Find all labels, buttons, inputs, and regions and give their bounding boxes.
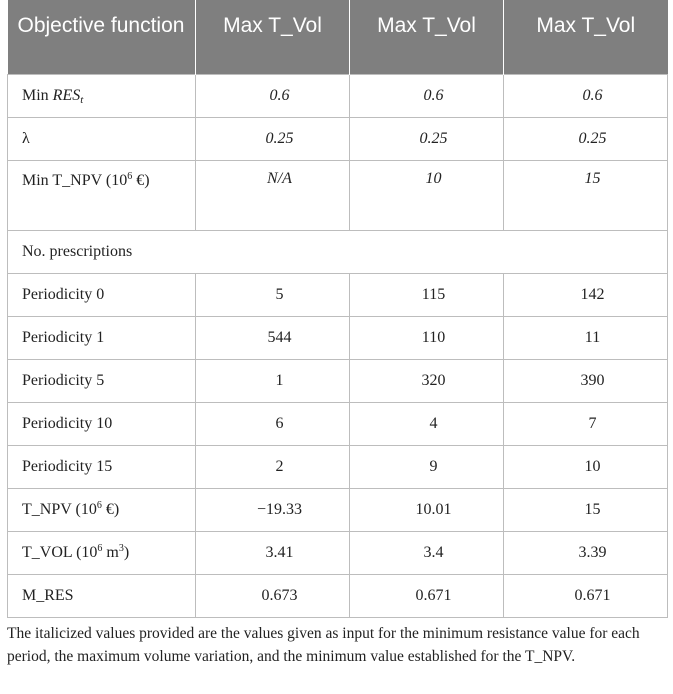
- cell-min-tnpv-2: 10: [349, 160, 504, 231]
- cell-min-res-1: 0.6: [195, 74, 350, 118]
- row-min-tnpv: Min T_NPV (106 €) N/A 10 15: [7, 160, 668, 231]
- cell-p0-2: 115: [349, 273, 504, 317]
- row-no-prescriptions: No. prescriptions: [7, 230, 668, 274]
- cell-p1-1: 544: [195, 316, 350, 360]
- cell-p0-1: 5: [195, 273, 350, 317]
- cell-lambda-3: 0.25: [503, 117, 668, 161]
- row-label-mres: M_RES: [7, 574, 196, 618]
- cell-min-tnpv-3: 15: [503, 160, 668, 231]
- row-periodicity-0: Periodicity 0 5 115 142: [7, 273, 668, 317]
- cell-mres-2: 0.671: [349, 574, 504, 618]
- row-label-min-res: Min RESt: [7, 74, 196, 118]
- cell-tvol-2: 3.4: [349, 531, 504, 575]
- row-label-lambda: λ: [7, 117, 196, 161]
- header-objective-function: Objective function: [7, 0, 196, 75]
- cell-p10-1: 6: [195, 402, 350, 446]
- results-table-container: Objective function Max T_Vol Max T_Vol M…: [7, 0, 668, 618]
- table-footnote: The italicized values provided are the v…: [7, 625, 640, 665]
- cell-mres-1: 0.673: [195, 574, 350, 618]
- cell-tnpv-1: −19.33: [195, 488, 350, 532]
- header-max-tvol-3: Max T_Vol: [503, 0, 668, 75]
- cell-p10-3: 7: [503, 402, 668, 446]
- cell-tvol-1: 3.41: [195, 531, 350, 575]
- row-periodicity-10: Periodicity 10 6 4 7: [7, 402, 668, 446]
- cell-min-tnpv-1: N/A: [195, 160, 350, 231]
- row-periodicity-15: Periodicity 15 2 9 10: [7, 445, 668, 489]
- row-label-tnpv: T_NPV (106 €): [7, 488, 196, 532]
- row-label-periodicity-5: Periodicity 5: [7, 359, 196, 403]
- cell-mres-3: 0.671: [503, 574, 668, 618]
- results-table: Objective function Max T_Vol Max T_Vol M…: [7, 0, 668, 618]
- cell-p15-2: 9: [349, 445, 504, 489]
- row-label-min-tnpv: Min T_NPV (106 €): [7, 160, 196, 231]
- row-tvol: T_VOL (106 m3) 3.41 3.4 3.39: [7, 531, 668, 575]
- row-label-no-prescriptions: No. prescriptions: [7, 230, 668, 274]
- cell-p0-3: 142: [503, 273, 668, 317]
- row-periodicity-1: Periodicity 1 544 110 11: [7, 316, 668, 360]
- row-label-tvol: T_VOL (106 m3): [7, 531, 196, 575]
- row-label-periodicity-1: Periodicity 1: [7, 316, 196, 360]
- cell-p5-1: 1: [195, 359, 350, 403]
- cell-min-res-2: 0.6: [349, 74, 504, 118]
- cell-p1-2: 110: [349, 316, 504, 360]
- header-max-tvol-1: Max T_Vol: [195, 0, 350, 75]
- row-periodicity-5: Periodicity 5 1 320 390: [7, 359, 668, 403]
- cell-tnpv-3: 15: [503, 488, 668, 532]
- row-label-periodicity-15: Periodicity 15: [7, 445, 196, 489]
- header-max-tvol-2: Max T_Vol: [349, 0, 504, 75]
- cell-p10-2: 4: [349, 402, 504, 446]
- cell-p5-3: 390: [503, 359, 668, 403]
- cell-p15-3: 10: [503, 445, 668, 489]
- row-tnpv: T_NPV (106 €) −19.33 10.01 15: [7, 488, 668, 532]
- cell-p1-3: 11: [503, 316, 668, 360]
- row-mres: M_RES 0.673 0.671 0.671: [7, 574, 668, 618]
- cell-lambda-1: 0.25: [195, 117, 350, 161]
- cell-tvol-3: 3.39: [503, 531, 668, 575]
- row-lambda: λ 0.25 0.25 0.25: [7, 117, 668, 161]
- cell-p15-1: 2: [195, 445, 350, 489]
- row-min-res: Min RESt 0.6 0.6 0.6: [7, 74, 668, 118]
- cell-lambda-2: 0.25: [349, 117, 504, 161]
- row-label-periodicity-0: Periodicity 0: [7, 273, 196, 317]
- cell-min-res-3: 0.6: [503, 74, 668, 118]
- header-row: Objective function Max T_Vol Max T_Vol M…: [7, 0, 668, 75]
- row-label-periodicity-10: Periodicity 10: [7, 402, 196, 446]
- cell-p5-2: 320: [349, 359, 504, 403]
- cell-tnpv-2: 10.01: [349, 488, 504, 532]
